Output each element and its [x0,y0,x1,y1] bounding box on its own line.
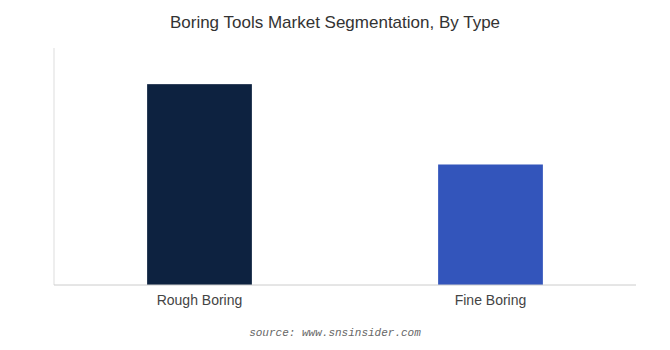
chart: Boring Tools Market Segmentation, By Typ… [0,0,670,350]
bar [438,164,543,285]
bar [147,84,252,285]
source-note: source: www.snsinsider.com [249,327,421,339]
x-axis-line [54,285,636,286]
bars [147,84,543,285]
x-tick-label: Rough Boring [157,292,243,308]
title: Boring Tools Market Segmentation, By Typ… [170,13,500,32]
y-axis-line [54,48,55,285]
x-tick-label: Fine Boring [455,292,527,308]
